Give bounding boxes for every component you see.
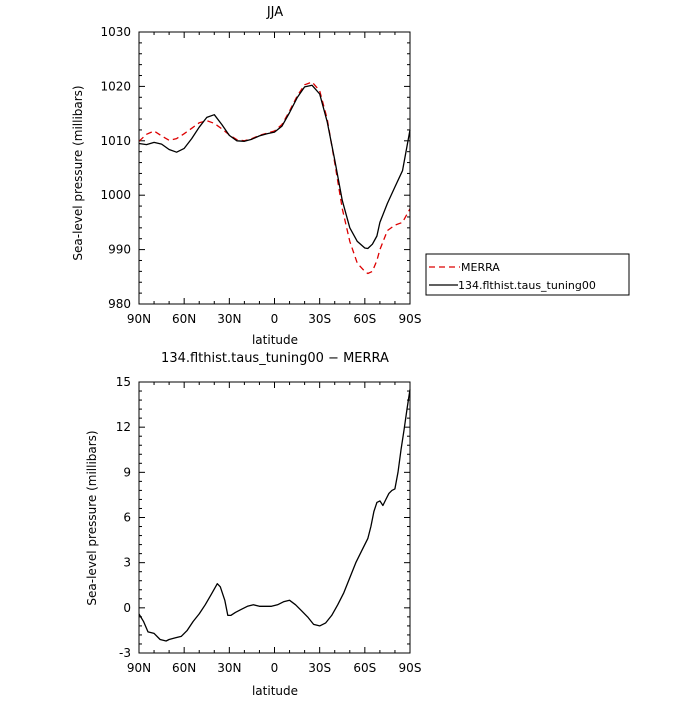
chart-bottom-y-ticks: -3 0 3 6 9 12 15 — [116, 375, 410, 660]
chart-top-series-merra-line — [138, 81, 411, 275]
legend-model-label: 134.flthist.taus_tuning00 — [458, 279, 596, 292]
chart-top-lines — [138, 81, 411, 275]
legend: MERRA 134.flthist.taus_tuning00 — [425, 253, 630, 296]
chart-top-x-tick-label: 30N — [217, 312, 241, 326]
chart-bottom-y-tick-label: -3 — [119, 646, 131, 660]
chart-top-y-tick-label: 1000 — [100, 188, 131, 202]
chart-bottom-x-axis-label: latitude — [252, 684, 298, 698]
chart-top-x-tick-label: 60S — [353, 312, 376, 326]
chart-top-x-tick-label: 90N — [127, 312, 151, 326]
chart-top-y-tick-label: 990 — [108, 243, 131, 257]
chart-top-series-134-flthist-taus-tuning00-line — [138, 84, 411, 250]
chart-top-x-tick-label: 0 — [271, 312, 279, 326]
chart-top-y-tick-label: 980 — [108, 297, 131, 311]
chart-bottom-x-ticks: 90N 60N 30N 0 30S 60S 90S — [127, 382, 422, 675]
chart-bottom-series-difference-line — [138, 389, 411, 642]
chart-top: JJA latitude Sea-level pressure (milliba… — [71, 5, 421, 347]
chart-bottom-y-tick-label: 9 — [123, 465, 131, 479]
chart-bottom-x-tick-label: 60S — [353, 661, 376, 675]
chart-bottom-x-tick-label: 90S — [399, 661, 422, 675]
chart-bottom-y-tick-label: 3 — [123, 556, 131, 570]
chart-bottom-x-tick-label: 30S — [308, 661, 331, 675]
chart-bottom-lines — [138, 389, 411, 642]
chart-bottom-x-tick-label: 30N — [217, 661, 241, 675]
chart-top-y-tick-label: 1010 — [100, 134, 131, 148]
chart-top-y-tick-label: 1020 — [100, 79, 131, 93]
chart-bottom-plot-frame — [138, 381, 411, 654]
chart-top-x-tick-label: 30S — [308, 312, 331, 326]
chart-bottom-y-tick-label: 15 — [116, 375, 131, 389]
chart-bottom-y-tick-label: 12 — [116, 420, 131, 434]
chart-bottom-y-axis-label: Sea-level pressure (millibars) — [85, 430, 99, 605]
chart-top-x-ticks: 90N 60N 30N 0 30S 60S 90S — [127, 32, 422, 326]
chart-bottom-y-tick-label: 0 — [123, 601, 131, 615]
chart-top-y-ticks: 980 990 1000 1010 1020 1030 — [100, 25, 410, 311]
chart-bottom-x-tick-label: 0 — [271, 661, 279, 675]
legend-box — [425, 253, 630, 296]
legend-merra-label: MERRA — [461, 261, 500, 274]
chart-top-plot-frame — [138, 31, 411, 305]
chart-bottom-title: 134.flthist.taus_tuning00 − MERRA — [161, 351, 389, 366]
chart-top-x-axis-label: latitude — [252, 333, 298, 347]
chart-bottom-x-tick-label: 60N — [172, 661, 196, 675]
chart-top-x-tick-label: 60N — [172, 312, 196, 326]
chart-top-y-tick-label: 1030 — [100, 25, 131, 39]
chart-top-title: JJA — [266, 5, 283, 20]
chart-bottom: 134.flthist.taus_tuning00 − MERRA latitu… — [85, 351, 421, 698]
chart-top-x-tick-label: 90S — [399, 312, 422, 326]
chart-bottom-x-tick-label: 90N — [127, 661, 151, 675]
chart-top-y-axis-label: Sea-level pressure (millibars) — [71, 85, 85, 260]
chart-bottom-y-tick-label: 6 — [123, 511, 131, 525]
